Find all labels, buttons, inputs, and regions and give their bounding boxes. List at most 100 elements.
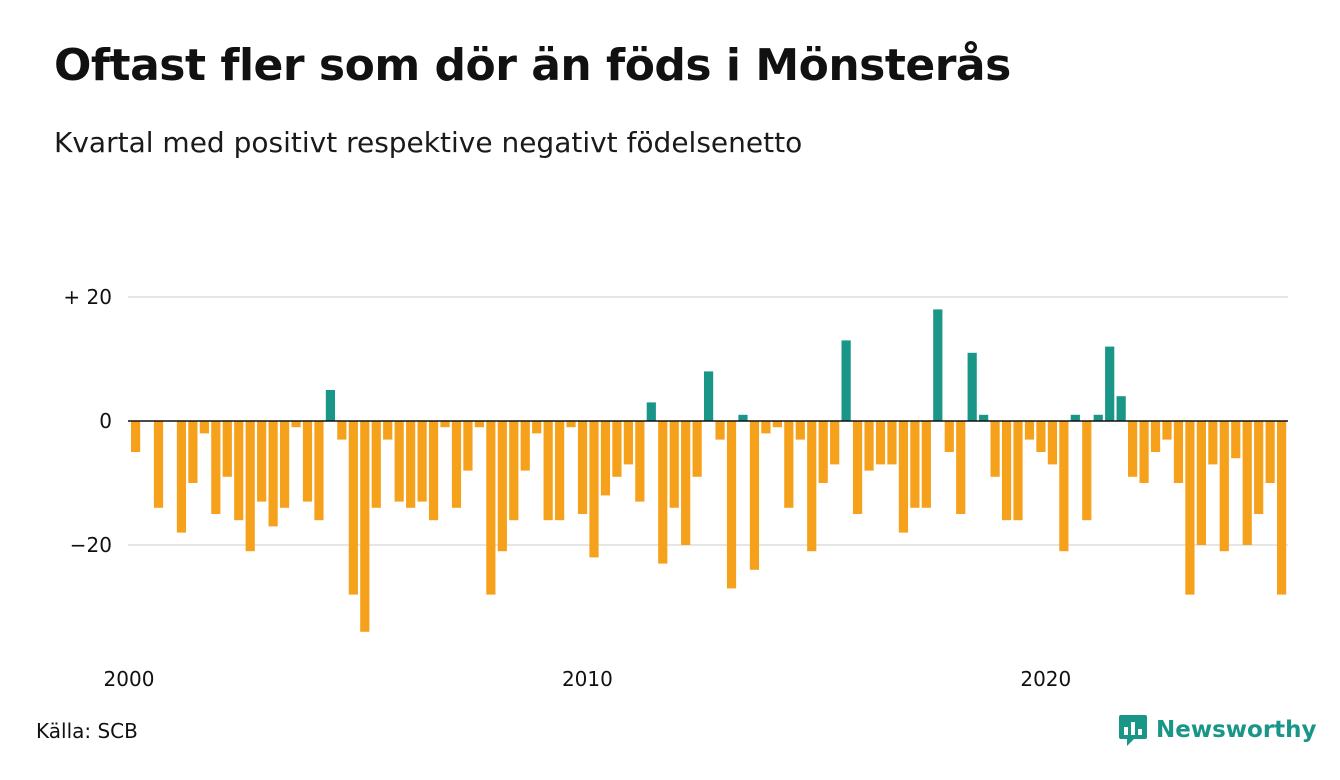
bar — [451, 421, 462, 508]
source-note: Källa: SCB — [36, 719, 138, 743]
bar — [612, 421, 622, 477]
bar — [383, 421, 393, 440]
bar — [1013, 421, 1023, 521]
bar — [623, 421, 633, 465]
bar — [234, 421, 244, 521]
bar — [1208, 421, 1218, 465]
bar — [646, 402, 656, 421]
bar — [1082, 421, 1092, 521]
x-tick-label: 2020 — [1020, 667, 1071, 691]
y-tick-label: + 20 — [63, 285, 112, 309]
bar — [1277, 421, 1287, 595]
bar — [131, 421, 141, 452]
bar — [795, 421, 805, 440]
bar — [555, 421, 565, 521]
bar — [589, 421, 599, 558]
bars — [131, 309, 1287, 632]
bar — [348, 421, 358, 595]
bar — [910, 421, 920, 508]
bar — [1231, 421, 1241, 459]
brand-logo[interactable]: Newsworthy — [1118, 713, 1317, 747]
bar — [406, 421, 416, 508]
x-tick-label: 2000 — [104, 667, 155, 691]
bar — [188, 421, 198, 483]
bar — [1254, 421, 1264, 514]
bar — [841, 340, 851, 421]
bar — [658, 421, 668, 564]
bar — [1105, 346, 1115, 421]
bar — [635, 421, 645, 502]
bar — [1185, 421, 1195, 595]
bar — [1219, 421, 1229, 552]
bar — [726, 421, 737, 589]
bar — [818, 421, 828, 483]
bar — [428, 421, 439, 521]
bar — [830, 421, 840, 465]
bar — [921, 421, 931, 508]
bar — [956, 421, 966, 514]
bar — [543, 421, 553, 521]
bar — [979, 414, 989, 421]
bar — [933, 309, 943, 421]
bar — [944, 421, 954, 452]
bar — [1162, 421, 1172, 440]
bar — [211, 421, 221, 514]
bar — [681, 421, 691, 545]
bar — [967, 352, 977, 421]
bar — [990, 421, 1000, 477]
bar — [360, 421, 370, 632]
brand-name: Newsworthy — [1156, 717, 1317, 743]
bar — [474, 421, 484, 428]
bar — [325, 390, 336, 421]
bar — [1116, 396, 1126, 421]
y-tick-label: −20 — [70, 533, 112, 557]
bar — [1070, 414, 1080, 421]
bar — [692, 421, 702, 477]
bar — [898, 421, 909, 533]
bar — [577, 421, 588, 514]
bar — [704, 371, 714, 421]
bar — [153, 421, 164, 508]
bar — [807, 421, 817, 552]
bar — [176, 421, 187, 533]
bar — [1128, 421, 1138, 477]
bar — [279, 421, 290, 508]
bar — [887, 421, 897, 465]
bar — [761, 421, 771, 434]
bar — [222, 421, 232, 477]
bar — [1196, 421, 1206, 545]
bar — [1265, 421, 1275, 483]
bar-chart: + 20 0 −20 2000 2010 2020 — [63, 285, 1288, 691]
chart-title: Oftast fler som dör än föds i Mönsterås — [54, 40, 1011, 91]
bar — [1093, 414, 1103, 421]
bar — [394, 421, 404, 502]
bar — [1024, 421, 1035, 440]
bar — [738, 414, 748, 421]
bar — [669, 421, 679, 508]
bar — [463, 421, 473, 471]
bar — [520, 421, 530, 471]
bar — [600, 421, 611, 496]
bar — [1036, 421, 1046, 452]
bar — [486, 421, 496, 595]
bar — [497, 421, 507, 552]
bar — [268, 421, 278, 527]
bar — [245, 421, 255, 552]
bar — [1173, 421, 1184, 483]
bar — [199, 421, 209, 434]
bar — [1001, 421, 1012, 521]
bar — [715, 421, 725, 440]
bar — [1059, 421, 1069, 552]
bar — [257, 421, 267, 502]
bar — [749, 421, 760, 570]
bar — [1047, 421, 1057, 465]
bar — [852, 421, 863, 514]
bar — [1139, 421, 1149, 483]
bar — [509, 421, 519, 521]
x-tick-label: 2010 — [562, 667, 613, 691]
bar — [875, 421, 886, 465]
bar — [1150, 421, 1161, 452]
bar — [291, 421, 301, 428]
bar — [337, 421, 347, 440]
bar — [440, 421, 450, 428]
